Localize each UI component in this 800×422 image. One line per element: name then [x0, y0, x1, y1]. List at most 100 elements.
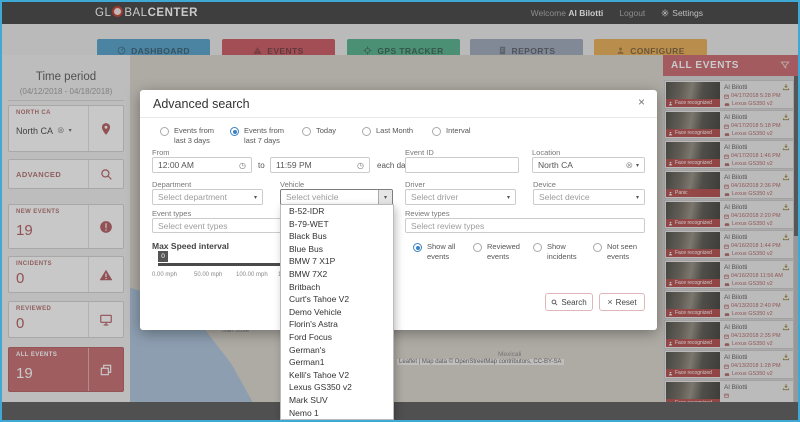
event-card[interactable]: Face recognized Al Bilotti 04/13/2018 2:…: [664, 290, 794, 319]
modal-title: Advanced search: [153, 97, 250, 111]
event-card[interactable]: Face recognized Al Bilotti 04/16/2018 2:…: [664, 200, 794, 229]
radio-last-7-days[interactable]: Events from last 7 days: [230, 126, 296, 146]
event-card[interactable]: Face recognized Al Bilotti 04/17/2018 5:…: [664, 110, 794, 139]
department-select[interactable]: Select department ▾: [152, 189, 263, 205]
review-types-input[interactable]: Select review types: [405, 218, 645, 233]
slider-track[interactable]: [158, 263, 392, 266]
vehicle-dropdown-item[interactable]: Mark SUV: [289, 394, 328, 405]
vehicle-dropdown-item[interactable]: Kelli's Tahoe V2: [289, 369, 350, 380]
reset-button[interactable]: × Reset: [599, 293, 645, 311]
event-thumbnail[interactable]: Face recognized: [666, 262, 720, 287]
vehicle-dropdown-item[interactable]: Florin's Astra: [289, 319, 338, 330]
event-tag-label: Face recognized: [675, 399, 712, 402]
vehicle-dropdown-item[interactable]: BMW 7 X1P: [289, 256, 336, 267]
vehicle-dropdown-item[interactable]: German's: [289, 344, 326, 355]
search-button[interactable]: [88, 160, 123, 188]
event-thumbnail[interactable]: Face recognized: [666, 82, 720, 107]
filter-icon[interactable]: [780, 60, 790, 70]
vehicle-dropdown-item[interactable]: B-52-IDR: [289, 206, 325, 216]
location-select[interactable]: North CA ⊗ ▾: [532, 157, 645, 173]
clock-icon[interactable]: ◷: [239, 160, 246, 170]
event-card[interactable]: Face recognized Al Bilotti 04/16/2018 11…: [664, 260, 794, 289]
driver-select[interactable]: Select driver ▾: [405, 189, 516, 205]
select-button[interactable]: ▾: [378, 190, 392, 204]
download-icon[interactable]: [782, 263, 790, 271]
location-select[interactable]: North CA ⊗ ▾: [16, 125, 88, 136]
settings-link[interactable]: Settings: [661, 8, 703, 18]
event-thumbnail[interactable]: Panic: [666, 172, 720, 197]
vehicle-dropdown-item[interactable]: Lexus GS350 v2: [289, 382, 352, 393]
download-icon[interactable]: [782, 173, 790, 181]
event-thumbnail[interactable]: Face recognized: [666, 112, 720, 137]
vehicle-dropdown-item[interactable]: Demo Vehicle: [289, 306, 342, 317]
vehicle-dropdown-item[interactable]: BMW 7X2: [289, 268, 328, 279]
search-button[interactable]: Search: [545, 293, 593, 311]
radio-last-3-days[interactable]: Events from last 3 days: [160, 126, 226, 146]
scrollbar-track[interactable]: [794, 76, 798, 402]
event-thumbnail[interactable]: Face recognized: [666, 382, 720, 402]
radio-interval[interactable]: Interval: [432, 126, 471, 136]
to-time-input[interactable]: 11:59 PM ◷: [270, 157, 370, 173]
download-icon[interactable]: [782, 143, 790, 151]
clear-icon[interactable]: ⊗: [57, 125, 65, 135]
all-events-card[interactable]: ALL EVENTS 19: [8, 347, 124, 392]
vehicle-dropdown-item[interactable]: German1: [289, 357, 325, 368]
download-icon[interactable]: [782, 83, 790, 91]
event-id-input[interactable]: [405, 157, 519, 173]
download-icon[interactable]: [782, 113, 790, 121]
event-card[interactable]: Face recognized Al Bilotti: [664, 380, 794, 402]
vehicle-dropdown-item[interactable]: Nemo 1: [289, 407, 319, 418]
event-thumbnail[interactable]: Face recognized: [666, 202, 720, 227]
vehicle-dropdown-item[interactable]: Ford Focus: [289, 331, 332, 342]
download-icon[interactable]: [782, 353, 790, 361]
vehicle-dropdown-item[interactable]: Blue Bus: [289, 243, 324, 254]
download-icon[interactable]: [782, 323, 790, 331]
device-select[interactable]: Select device ▾: [533, 189, 645, 205]
event-thumbnail[interactable]: Face recognized: [666, 352, 720, 377]
radio-icon: [362, 127, 371, 136]
radio-today[interactable]: Today: [302, 126, 336, 136]
event-thumbnail[interactable]: Face recognized: [666, 292, 720, 317]
new-events-card[interactable]: NEW EVENTS 19: [8, 204, 124, 249]
reviewed-card[interactable]: REVIEWED 0: [8, 301, 124, 338]
incidents-card[interactable]: INCIDENTS 0: [8, 256, 124, 293]
slider-handle[interactable]: 0: [158, 251, 168, 262]
event-thumbnail[interactable]: Face recognized: [666, 232, 720, 257]
vehicle-select[interactable]: Select vehicle ▾: [280, 189, 393, 205]
event-thumbnail[interactable]: Face recognized: [666, 142, 720, 167]
radio-icon: [473, 243, 482, 252]
advanced-search-card[interactable]: ADVANCED SEARCH: [8, 159, 124, 189]
radio-last-month[interactable]: Last Month: [362, 126, 413, 136]
download-icon[interactable]: [782, 203, 790, 211]
from-time-input[interactable]: 12:00 AM ◷: [152, 157, 252, 173]
close-icon[interactable]: ×: [637, 95, 645, 109]
clock-icon[interactable]: ◷: [357, 160, 364, 170]
event-vehicle-row: Lexus GS350 v2: [724, 101, 773, 107]
event-vehicle: Lexus GS350 v2: [732, 311, 773, 317]
radio-not-seen-events[interactable]: Not seen events: [593, 242, 647, 262]
radio-show-all-events[interactable]: Show all events: [413, 242, 467, 262]
vehicle-dropdown-item[interactable]: B-79-WET: [289, 218, 329, 229]
event-card[interactable]: Face recognized Al Bilotti 04/17/2018 5:…: [664, 80, 794, 109]
radio-show-incidents[interactable]: Show incidents: [533, 242, 587, 262]
map-pin-button[interactable]: [88, 106, 123, 151]
event-thumbnail[interactable]: Face recognized: [666, 322, 720, 347]
vehicle-dropdown-item[interactable]: Black Bus: [289, 231, 327, 242]
download-icon[interactable]: [782, 293, 790, 301]
event-card[interactable]: Face recognized Al Bilotti 04/13/2018 2:…: [664, 320, 794, 349]
event-datetime-row: 04/13/2018 2:40 PM: [724, 303, 781, 309]
event-vehicle-row: Lexus GS350 v2: [724, 341, 773, 347]
radio-reviewed-events[interactable]: Reviewed events: [473, 242, 527, 262]
logout-link[interactable]: Logout: [619, 8, 646, 18]
event-card[interactable]: Face recognized Al Bilotti 04/17/2018 1:…: [664, 140, 794, 169]
clear-icon[interactable]: ⊗: [625, 159, 633, 170]
event-tag: Face recognized: [666, 129, 720, 137]
vehicle-dropdown-item[interactable]: Curt's Tahoe V2: [289, 294, 350, 305]
event-card[interactable]: Face recognized Al Bilotti 04/13/2018 1:…: [664, 350, 794, 379]
vehicle-dropdown-item[interactable]: Britbach: [289, 281, 321, 292]
download-icon[interactable]: [782, 233, 790, 241]
event-card[interactable]: Panic Al Bilotti 04/16/2018 2:36 PM Lexu…: [664, 170, 794, 199]
scrollbar-thumb[interactable]: [794, 76, 798, 236]
event-card[interactable]: Face recognized Al Bilotti 04/16/2018 1:…: [664, 230, 794, 259]
download-icon[interactable]: [782, 383, 790, 391]
